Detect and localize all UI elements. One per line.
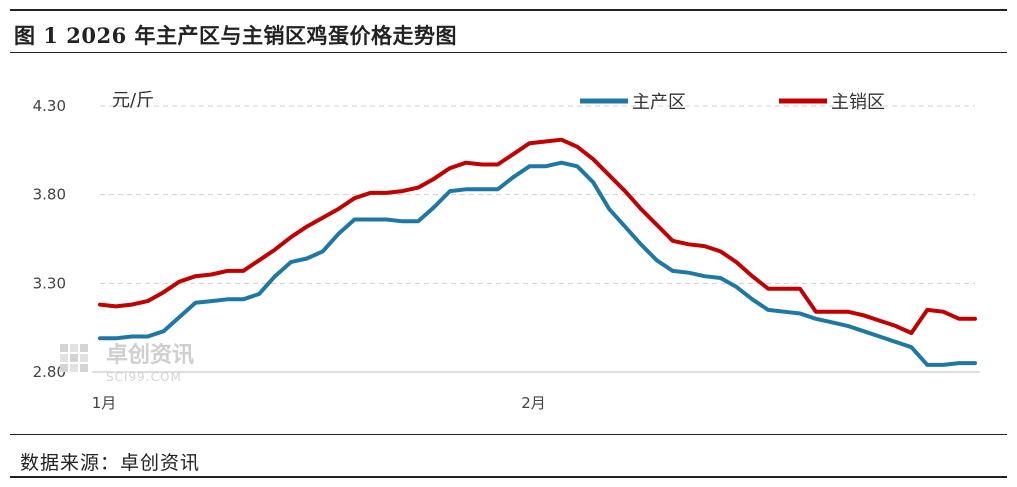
legend-label-main-sales: 主销区 [831, 92, 885, 113]
legend-label-main-production: 主产区 [632, 92, 686, 113]
x-tick-label: 1月 [92, 394, 117, 412]
watermark-logo-icon [60, 344, 88, 372]
y-axis: 2.80 3.30 3.80 4.30 [33, 97, 66, 381]
watermark: 卓创资讯 SCI99.COM [60, 343, 194, 384]
x-tick-label: 2月 [521, 394, 546, 412]
bottom-rule [10, 476, 1007, 478]
source-rule [10, 434, 1007, 435]
y-unit-label: 元/斤 [112, 90, 154, 111]
legend: 主产区 主销区 [580, 92, 885, 113]
x-axis: 1月 2月 [92, 394, 546, 412]
top-rule [10, 9, 1007, 11]
series-line-main-production [98, 160, 977, 367]
watermark-site: SCI99.COM [106, 370, 182, 384]
y-tick-label: 4.30 [33, 97, 66, 115]
data-source: 数据来源：卓创资讯 [20, 452, 201, 474]
gridlines [100, 105, 975, 284]
series-line-main-sales [98, 137, 977, 335]
title-rule [10, 52, 1007, 53]
figure-title: 图 1 2026 年主产区与主销区鸡蛋价格走势图 [14, 23, 457, 48]
y-tick-label: 3.30 [33, 274, 66, 292]
watermark-name: 卓创资讯 [106, 343, 194, 368]
y-tick-label: 3.80 [33, 186, 66, 204]
series-lines [98, 137, 977, 367]
y-tick-label: 2.80 [33, 363, 66, 381]
